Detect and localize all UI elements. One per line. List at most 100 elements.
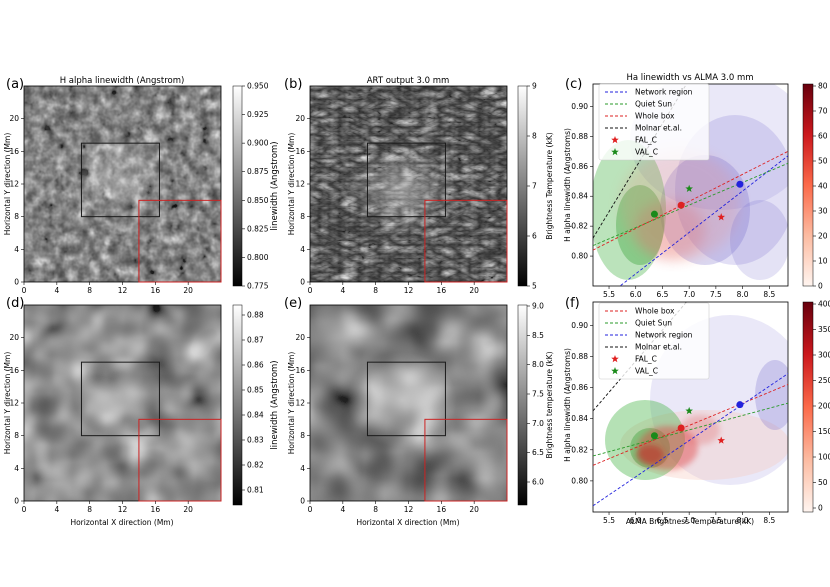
colorbar-tick-label: 0.875 (247, 167, 269, 176)
colorbar-tick-label: 70 (818, 107, 828, 116)
y-tick-label: 8 (14, 431, 19, 440)
x-tick-label: 7.0 (683, 516, 695, 525)
colorbar-tick-label: 0.83 (247, 436, 264, 445)
panel-a-ylabel: Horizontal Y direction (Mm) (3, 133, 12, 236)
y-tick-label: 12 (9, 180, 19, 189)
x-tick-label: 4 (340, 286, 345, 295)
x-tick-label: 7.0 (683, 290, 695, 299)
panel-e-image (310, 305, 507, 501)
colorbar-tick-label: 10 (818, 257, 828, 266)
panel-f: (f) 5.5 6.0 6.5 7.0 7.5 8.0 8.5 0.80 0.82 0.84 0.8… (563, 296, 830, 526)
colorbar-tick-label: 40 (818, 182, 828, 191)
network-region-box-b (366, 142, 446, 218)
x-tick-label: 16 (151, 286, 161, 295)
colorbar-tick-label: 20 (818, 232, 828, 241)
y-tick-label: 0 (300, 278, 305, 287)
x-tick-label: 16 (151, 505, 161, 514)
panel-b-title: ART output 3.0 mm (367, 76, 450, 86)
model-point-fal-c (717, 213, 726, 221)
model-point-fal-c (717, 436, 726, 444)
x-tick-label: 5.5 (603, 290, 615, 299)
colorbar-e-label: Brightness temperature (kK) (545, 351, 554, 458)
y-tick-label: 0.80 (571, 252, 588, 261)
colorbar-tick-label: 0.85 (247, 386, 264, 395)
colorbar-tick-label: 0.800 (247, 253, 269, 262)
x-tick-label: 20 (183, 286, 193, 295)
x-tick-label: 0 (308, 505, 313, 514)
y-tick-label: 0.88 (571, 132, 588, 141)
panel-b-ylabel: Horizontal Y direction (Mm) (287, 133, 296, 236)
panel-f-legend: Whole box Quiet Sun Network region Molnar e… (598, 302, 710, 380)
legend-box (598, 83, 710, 161)
colorbar-d-ticks: 0.81 0.82 0.83 0.84 0.85 0.86 0.87 0.88 (242, 311, 264, 495)
legend-label: Quiet Sun (635, 319, 672, 328)
y-tick-label: 0 (14, 278, 19, 287)
panel-c-title: Ha linewidth vs ALMA 3.0 mm (626, 73, 753, 83)
colorbar-b-ticks: 5 6 7 8 9 (527, 82, 537, 291)
y-tick-label: 0 (300, 497, 305, 506)
panel-letter-d: (d) (6, 296, 24, 311)
panel-b-image (310, 86, 507, 282)
x-tick-label: 4 (340, 505, 345, 514)
colorbar-a-ticks: 0.775 0.800 0.825 0.850 0.875 0.900 0.925 0.950 (242, 82, 269, 291)
x-tick-label: 20 (469, 286, 479, 295)
x-tick-label: 5.5 (603, 516, 615, 525)
colorbar-tick-label: 0.825 (247, 224, 269, 233)
legend-label: FAL_C (635, 355, 657, 364)
colorbar-tick-label: 300 (818, 351, 830, 360)
colorbar-tick-label: 6.5 (532, 448, 544, 457)
y-tick-label: 0.90 (571, 321, 588, 330)
panel-c-axes: 5.5 6.0 6.5 7.0 7.5 8.0 8.5 0.80 0.82 0.84 0.86 0.8… (571, 83, 789, 299)
colorbar-b (517, 85, 528, 287)
y-tick-label: 0.90 (571, 102, 588, 111)
panel-a: (a) H alpha linewidth (Angstrom) 0 4 8 12 16… (3, 76, 280, 295)
colorbar-d (232, 304, 243, 506)
legend-label: Molnar et.al. (635, 343, 682, 352)
colorbar-tick-label: 150 (818, 427, 830, 436)
y-tick-label: 4 (300, 245, 305, 254)
plot-frame (592, 301, 789, 513)
network-region-box-e (366, 361, 446, 437)
y-tick-label: 16 (295, 147, 305, 156)
panel-b: (b) ART output 3.0 mm 0 4 8 12 16 20 0 4 8 12 16 20… (284, 76, 554, 295)
panel-b-axes: 0 4 8 12 16 20 0 4 8 12 16 20 (295, 114, 479, 295)
y-tick-label: 16 (9, 366, 19, 375)
colorbar-tick-label: 0.925 (247, 110, 269, 119)
x-tick-label: 8.5 (763, 516, 775, 525)
panel-a-axes: 0 4 8 12 16 20 0 4 8 12 16 20 (9, 114, 193, 295)
colorbar-tick-label: 7.0 (532, 419, 544, 428)
panel-a-title: H alpha linewidth (Angstrom) (60, 76, 185, 86)
colorbar-tick-label: 0.86 (247, 361, 264, 370)
quiet-region-box-b (424, 199, 508, 283)
colorbar-tick-label: 80 (818, 82, 828, 91)
x-tick-label: 8 (373, 505, 378, 514)
y-tick-label: 0.88 (571, 352, 588, 361)
legend-label: Molnar et.al. (635, 124, 682, 133)
panel-c: (c) Ha linewidth vs ALMA 3.0 mm 5.5 6.0 6.… (563, 73, 828, 299)
colorbar-tick-label: 8.5 (532, 331, 544, 340)
y-tick-label: 20 (295, 114, 305, 123)
colorbar-tick-label: 350 (818, 325, 830, 334)
x-tick-label: 8 (373, 286, 378, 295)
colorbar-tick-label: 5 (532, 282, 537, 291)
y-tick-label: 0.84 (571, 192, 588, 201)
colorbar-tick-label: 9.0 (532, 302, 544, 311)
colorbar-tick-label: 100 (818, 453, 830, 462)
x-tick-label: 8.5 (763, 290, 775, 299)
x-tick-label: 8 (87, 505, 92, 514)
x-tick-label: 0 (22, 505, 27, 514)
panel-c-ylabel: H alpha linewidth (Angstroms) (563, 128, 572, 242)
y-tick-label: 4 (14, 464, 19, 473)
legend-label: VAL_C (635, 148, 658, 157)
panel-d-axes: 0 4 8 12 16 20 0 4 8 12 16 20 (9, 333, 193, 514)
x-tick-label: 16 (437, 505, 447, 514)
panel-c-points (650, 180, 744, 221)
colorbar-e (517, 304, 528, 506)
colorbar-e-ticks: 6.0 6.5 7.0 7.5 8.0 8.5 9.0 (527, 302, 544, 487)
mean-point-quiet-sun (650, 432, 658, 440)
model-point-val-c (685, 406, 693, 415)
x-tick-label: 12 (118, 505, 128, 514)
colorbar-c-ticks: 0 10 20 30 40 50 60 70 80 (813, 82, 828, 291)
panel-letter-c: (c) (565, 77, 582, 92)
x-tick-label: 6.5 (656, 516, 668, 525)
